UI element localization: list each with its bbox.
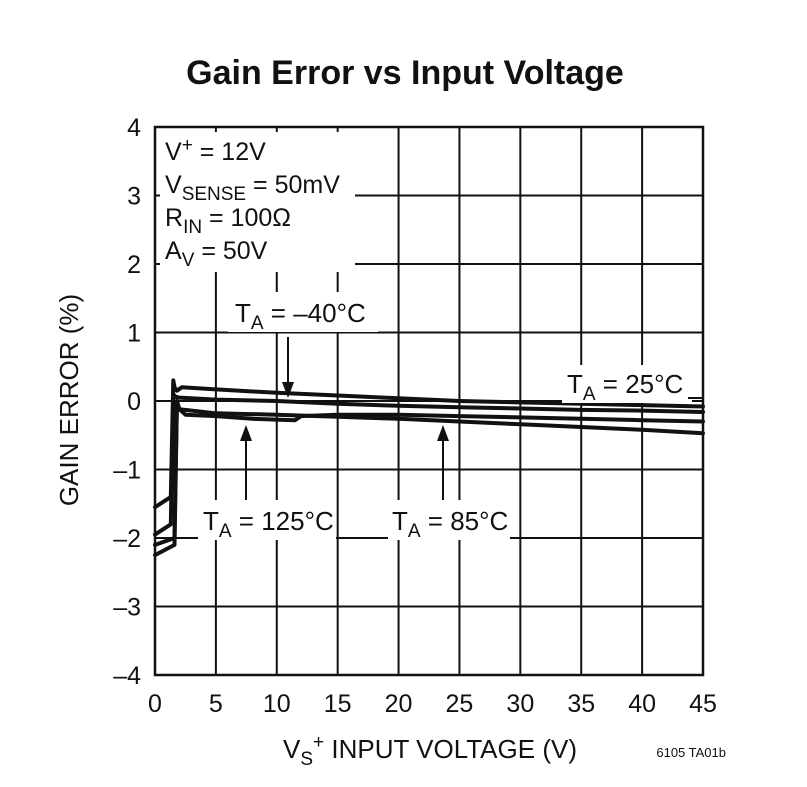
annotations: TA = 25°C TA = –40°C TA = 125°C TA = 85°C xyxy=(160,132,703,542)
arrow-125c-head xyxy=(240,425,252,441)
y-tick-label: –1 xyxy=(113,457,141,485)
condition-line: V+ = 12V xyxy=(165,135,266,166)
x-tick-label: 45 xyxy=(689,690,717,718)
x-tick-label: 10 xyxy=(263,690,291,718)
y-tick-label: 4 xyxy=(127,114,141,142)
y-tick-label: –3 xyxy=(113,594,141,622)
x-tick-label: 5 xyxy=(209,690,223,718)
y-tick-label: –2 xyxy=(113,525,141,553)
series-curves xyxy=(153,378,705,558)
y-tick-label: 2 xyxy=(127,251,141,279)
label-background xyxy=(198,500,336,540)
x-tick-labels: 0 5 10 15 20 25 30 35 40 45 xyxy=(148,690,717,718)
label-background xyxy=(388,500,510,540)
label-background xyxy=(562,365,692,403)
x-tick-label: 20 xyxy=(385,690,413,718)
condition-line: AV = 50V xyxy=(165,237,268,271)
y-axis-label: GAIN ERROR (%) xyxy=(54,294,84,506)
arrow-minus40c-head xyxy=(282,382,294,398)
label-ta-minus40c: TA = –40°C xyxy=(235,298,366,334)
label-ta-85c: TA = 85°C xyxy=(392,506,508,542)
y-tick-label: 0 xyxy=(127,388,141,416)
condition-line: VSENSE = 50mV xyxy=(165,171,340,205)
y-tick-label: –4 xyxy=(113,662,141,690)
y-tick-label: 1 xyxy=(127,320,141,348)
y-tick-labels: 4 3 2 1 0 –1 –2 –3 –4 xyxy=(113,114,141,690)
series-line xyxy=(153,378,705,510)
label-ta-125c: TA = 125°C xyxy=(203,506,334,542)
x-tick-label: 0 xyxy=(148,690,162,718)
label-background xyxy=(160,132,355,272)
y-tick-label: 3 xyxy=(127,183,141,211)
arrow-85c-head xyxy=(437,425,449,441)
x-tick-label: 40 xyxy=(628,690,656,718)
plot-frame xyxy=(153,125,705,677)
label-background xyxy=(228,292,378,332)
condition-line: RIN = 100Ω xyxy=(165,204,291,238)
series-line xyxy=(153,402,705,558)
chart-title: Gain Error vs Input Voltage xyxy=(186,54,624,92)
label-ta-25c: TA = 25°C xyxy=(567,369,683,405)
x-tick-label: 35 xyxy=(567,690,595,718)
x-tick-label: 25 xyxy=(446,690,474,718)
x-tick-label: 15 xyxy=(324,690,352,718)
x-axis-label: VS+ INPUT VOLTAGE (V) xyxy=(283,732,577,770)
x-tick-label: 30 xyxy=(506,690,534,718)
series-line xyxy=(153,392,705,537)
figure-id: 6105 TA01b xyxy=(656,745,726,760)
